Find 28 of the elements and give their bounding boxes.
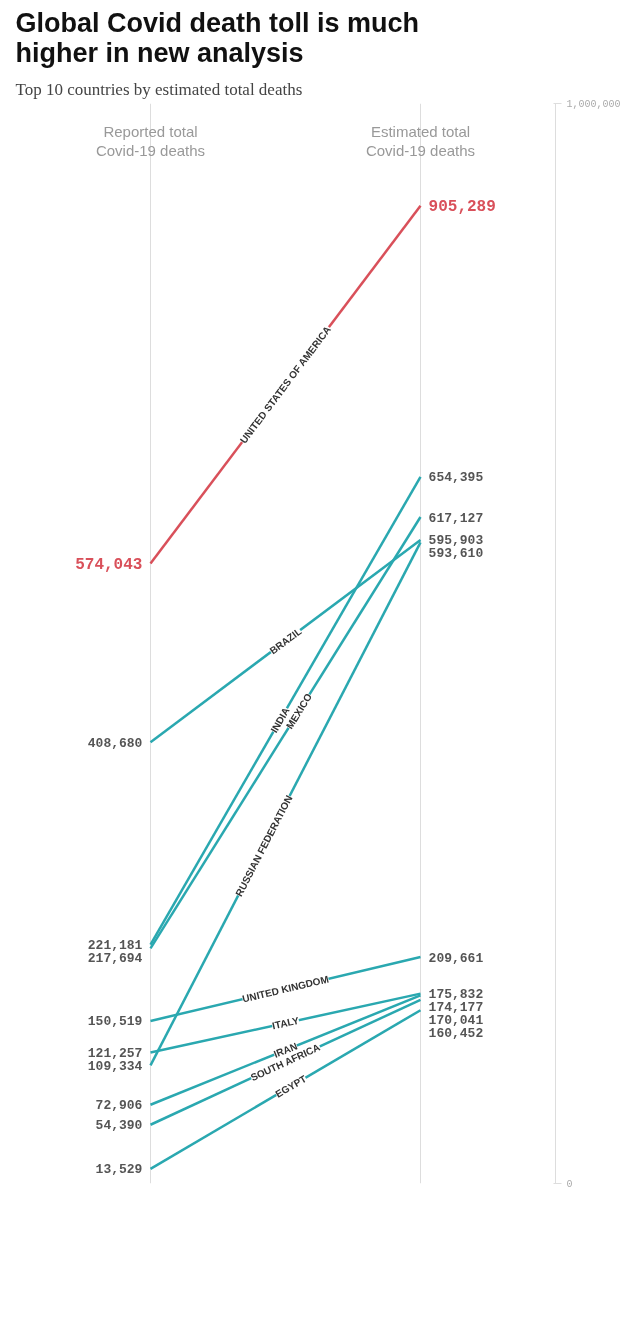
- data-label: 175,832: [428, 987, 484, 1003]
- data-label: 408,680: [87, 735, 143, 751]
- data-label: 72,906: [95, 1098, 143, 1114]
- data-label: 160,452: [428, 1026, 484, 1042]
- data-label: 654,395: [428, 470, 484, 486]
- data-label: 13,529: [95, 1162, 143, 1178]
- chart-title: Global Covid death toll is much higher in new analysis: [15, 7, 420, 68]
- data-label: 209,661: [428, 950, 484, 966]
- data-label: 593,610: [428, 546, 484, 562]
- text: UNITED KINGDOM: [241, 973, 330, 1005]
- y-tick-label: 0: [566, 1179, 573, 1190]
- text: ITALY: [271, 1014, 301, 1032]
- data-label: 217,694: [87, 951, 143, 967]
- x-tick-label: Reported total Covid-19 deaths: [95, 123, 206, 160]
- data-label: 150,519: [87, 1014, 143, 1030]
- data-label: 595,903: [428, 533, 484, 549]
- data-label: 221,181: [87, 938, 143, 954]
- data-label: 170,041: [428, 1013, 484, 1029]
- data-label: 54,390: [95, 1118, 143, 1134]
- data-label: 174,177: [428, 1000, 484, 1016]
- data-label: 109,334: [87, 1059, 143, 1075]
- data-label: 574,043: [75, 556, 143, 575]
- y-tick-label: 1,000,000: [566, 99, 621, 110]
- x-tick-label: Estimated total Covid-19 deaths: [365, 123, 476, 160]
- data-label: 121,257: [87, 1046, 143, 1062]
- chart-subtitle: Top 10 countries by estimated total deaths: [15, 79, 303, 99]
- data-label: 617,127: [428, 510, 484, 526]
- data-label: 905,289: [428, 198, 496, 217]
